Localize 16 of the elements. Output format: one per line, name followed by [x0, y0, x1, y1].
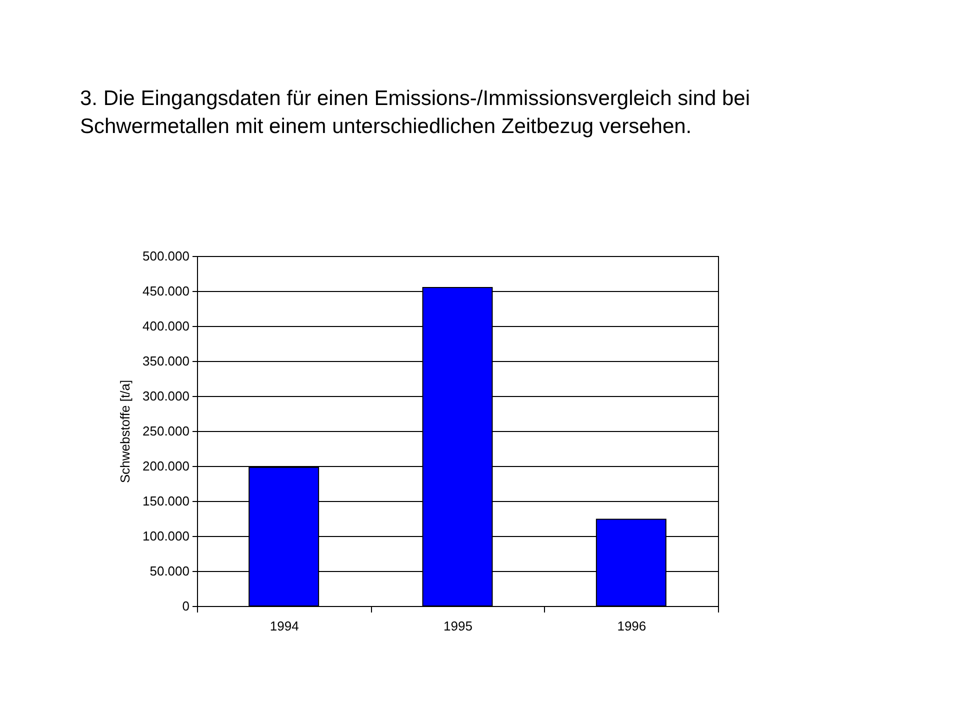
y-tick-label: 200.000 [142, 458, 190, 474]
x-tick-label: 1995 [444, 618, 472, 634]
x-tick-label: 1996 [617, 618, 646, 634]
y-tick-label: 300.000 [142, 388, 190, 404]
y-tick-label: 150.000 [142, 494, 190, 508]
y-tick-label: 500.000 [142, 248, 190, 264]
y-tick-label: 100.000 [142, 528, 190, 544]
y-tick-label: 450.000 [142, 284, 190, 298]
chart-title: 3. Die Eingangsdaten für einen Emissions-/Immissionsvergleich sind bei Schwermetallen mit einem unterschiedlichen Zeitbezug versehen. [80, 87, 750, 138]
y-tick-label: 400.000 [142, 318, 190, 334]
y-axis-title: Schwebstoffe [t/a] [118, 380, 133, 484]
y-tick-label: 50.000 [150, 564, 190, 578]
x-tick-label: 1994 [270, 618, 299, 634]
y-tick-label: 0 [182, 598, 190, 614]
y-tick-label: 350.000 [142, 354, 190, 368]
y-tick-label: 250.000 [142, 424, 190, 438]
